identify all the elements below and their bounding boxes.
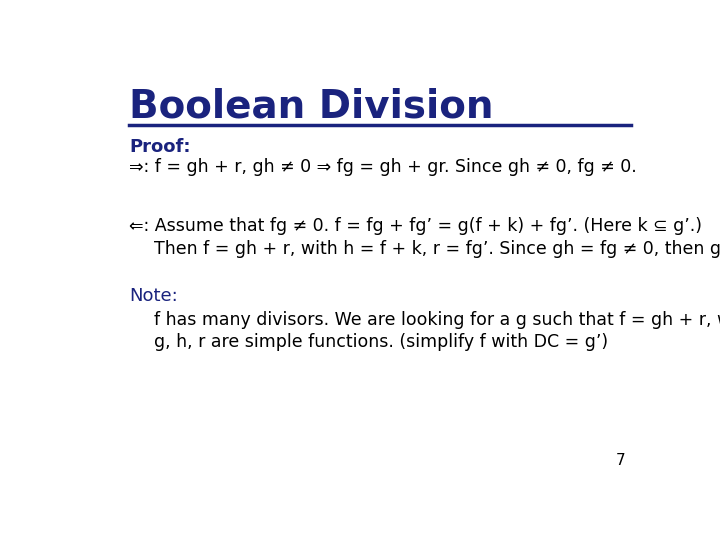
- Text: Then f = gh + r, with h = f + k, r = fg’. Since gh = fg ≠ 0, then gh ≠ 0.: Then f = gh + r, with h = f + k, r = fg’…: [154, 240, 720, 258]
- Text: f has many divisors. We are looking for a g such that f = gh + r, where: f has many divisors. We are looking for …: [154, 311, 720, 329]
- Text: g, h, r are simple functions. (simplify f with DC = g’): g, h, r are simple functions. (simplify …: [154, 333, 608, 351]
- Text: ⇐: Assume that fg ≠ 0. f = fg + fg’ = g(f + k) + fg’. (Here k ⊆ g’.): ⇐: Assume that fg ≠ 0. f = fg + fg’ = g(…: [129, 217, 702, 234]
- Text: 7: 7: [616, 453, 626, 468]
- Text: Boolean Division: Boolean Division: [129, 87, 494, 126]
- Text: Proof:: Proof:: [129, 138, 191, 156]
- Text: ⇒: f = gh + r, gh ≠ 0 ⇒ fg = gh + gr. Since gh ≠ 0, fg ≠ 0.: ⇒: f = gh + r, gh ≠ 0 ⇒ fg = gh + gr. Si…: [129, 158, 636, 177]
- Text: Note:: Note:: [129, 287, 178, 305]
